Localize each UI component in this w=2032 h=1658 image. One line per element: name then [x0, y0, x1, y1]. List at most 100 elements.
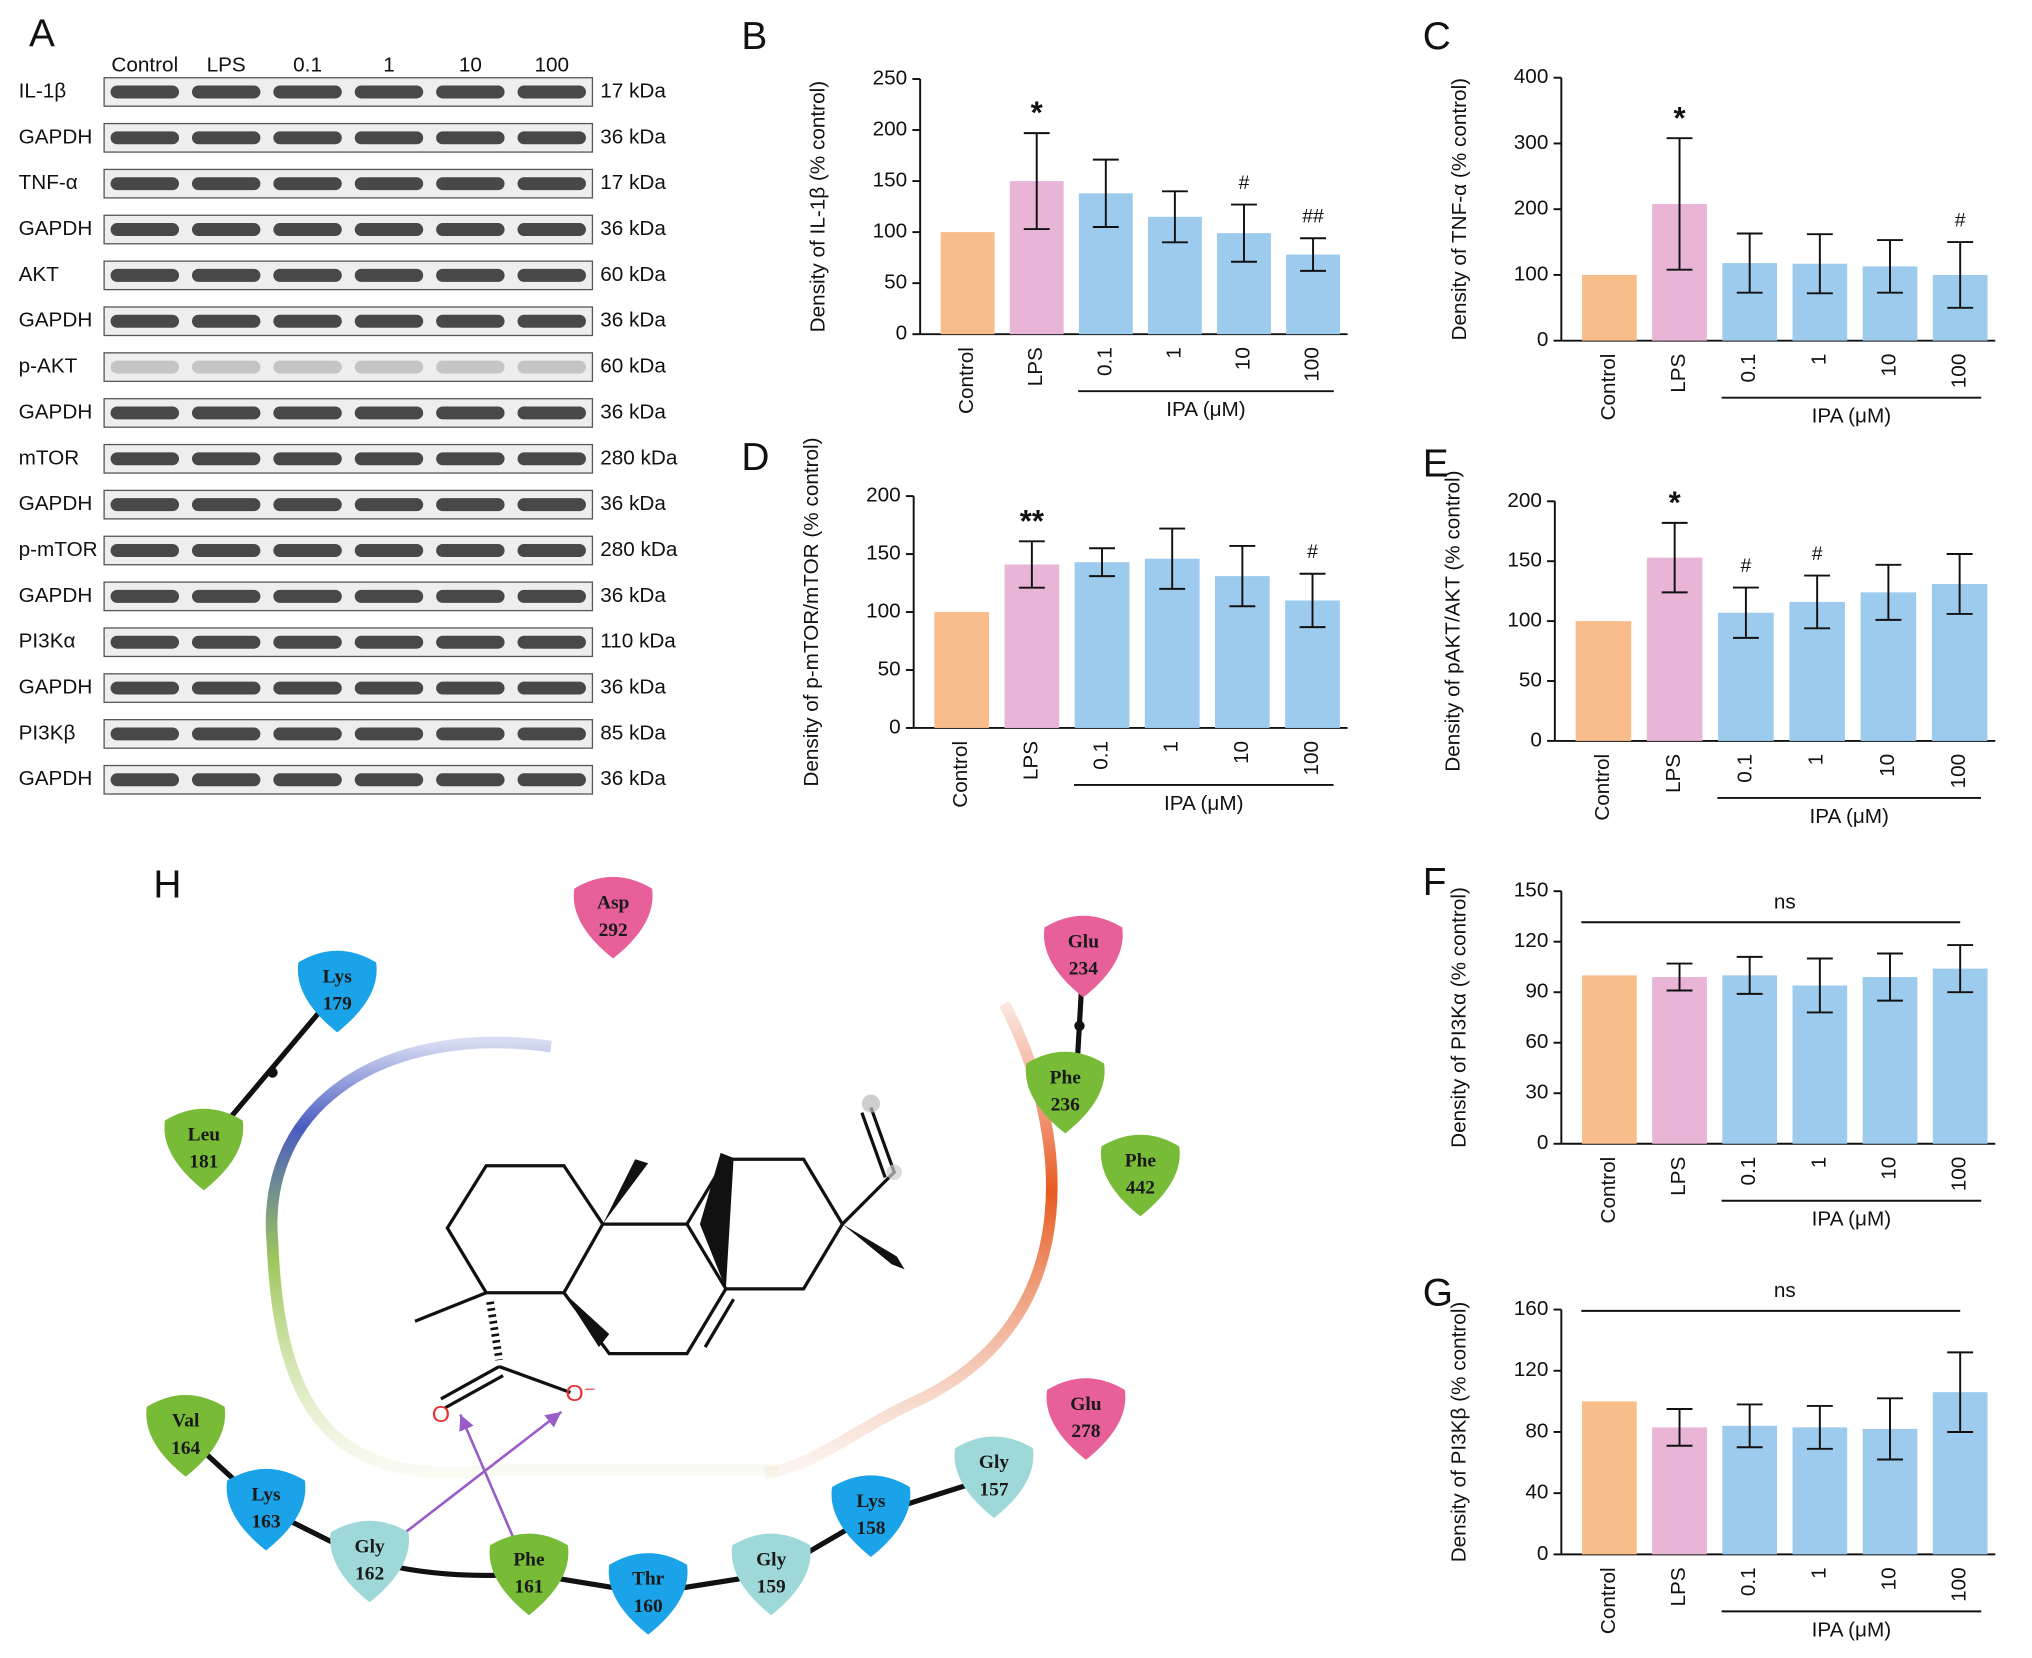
- y-axis-label: Density of p-mTOR/mTOR (% control): [800, 437, 823, 786]
- row-label: GAPDH: [19, 217, 93, 240]
- size-label: 280 kDa: [600, 446, 678, 469]
- band: [110, 589, 180, 603]
- lane-label: 100: [534, 54, 569, 77]
- significance: #: [1307, 541, 1318, 563]
- band: [354, 681, 424, 695]
- size-label: 36 kDa: [600, 584, 666, 607]
- error-bar: [1300, 237, 1327, 272]
- band: [436, 360, 505, 374]
- error-bar: [1804, 574, 1831, 630]
- x-tick-label: 10: [1231, 347, 1254, 370]
- band: [517, 635, 586, 649]
- blot-strip: [103, 306, 594, 337]
- band: [354, 589, 424, 603]
- x-tick-label: 1: [1807, 1157, 1830, 1169]
- blot-strip: [103, 673, 594, 703]
- band: [110, 452, 180, 466]
- residue-number: 164: [171, 1438, 200, 1459]
- band: [354, 727, 424, 741]
- residue-node: [1043, 915, 1123, 998]
- band: [191, 223, 261, 237]
- residue-number: 234: [1069, 959, 1098, 980]
- band: [273, 131, 342, 145]
- group-label: IPA (μM): [1164, 792, 1243, 815]
- band: [110, 223, 180, 237]
- h-bond: [459, 1413, 518, 1545]
- band: [436, 681, 505, 695]
- row-label: PI3Kα: [19, 630, 76, 653]
- band: [354, 498, 424, 512]
- x-tick-label: 0.1: [1733, 754, 1756, 783]
- x-tick-label: Control: [1597, 1567, 1620, 1634]
- size-label: 36 kDa: [600, 767, 666, 790]
- y-tick-label: 100: [1507, 609, 1542, 632]
- bar: [1581, 975, 1637, 1144]
- row-label: GAPDH: [19, 767, 93, 790]
- band: [191, 268, 261, 282]
- residue-node: [1046, 1378, 1126, 1460]
- band: [436, 773, 505, 787]
- blot-strip: [103, 535, 594, 566]
- y-tick-label: 150: [1507, 549, 1542, 572]
- band: [354, 544, 424, 557]
- joint: [1074, 1020, 1085, 1032]
- y-tick-label: 100: [873, 220, 908, 243]
- significance: *: [1031, 95, 1044, 130]
- size-label: 36 kDa: [600, 676, 666, 699]
- blot-strip: [103, 443, 594, 474]
- y-axis-label: Density of pAKT/AKT (% control): [1441, 470, 1464, 771]
- lane-label: 1: [383, 54, 395, 77]
- residue-number: 158: [856, 1518, 885, 1539]
- lane-label: 0.1: [293, 54, 322, 77]
- band: [191, 498, 261, 512]
- blot-strip: [103, 352, 594, 382]
- h-bond: [401, 1410, 563, 1536]
- atom-label: O: [432, 1401, 450, 1427]
- band: [436, 406, 505, 420]
- error-bar: [1666, 962, 1693, 992]
- band: [517, 223, 586, 237]
- x-tick-label: 1: [1805, 754, 1828, 766]
- band: [517, 131, 586, 145]
- significance: *: [1669, 485, 1682, 520]
- band: [517, 681, 586, 695]
- x-tick-label: LPS: [1667, 1567, 1690, 1606]
- significance: #: [1741, 555, 1752, 577]
- x-tick-label: Control: [1597, 354, 1620, 421]
- band: [191, 635, 261, 649]
- residue-number: 161: [514, 1577, 543, 1598]
- residue-number: 292: [599, 920, 628, 941]
- error-bar: [1947, 944, 1974, 994]
- x-tick-label: 100: [1947, 754, 1970, 789]
- x-tick-label: LPS: [1019, 741, 1042, 780]
- panel-label: C: [1423, 15, 1451, 58]
- blot-strip: [103, 581, 594, 612]
- size-label: 36 kDa: [600, 400, 666, 423]
- error-bar: [1947, 241, 1974, 309]
- residue-number: 160: [634, 1596, 663, 1617]
- y-tick-label: 0: [889, 715, 901, 738]
- blot-strip: [103, 398, 594, 428]
- group-label: IPA (μM): [1809, 805, 1888, 828]
- band: [354, 131, 424, 145]
- size-label: 36 kDa: [600, 309, 666, 332]
- residue-node: [573, 876, 653, 959]
- size-label: 280 kDa: [600, 538, 678, 561]
- band: [273, 498, 342, 512]
- band: [191, 177, 261, 191]
- band: [436, 314, 505, 328]
- residue-node: [1025, 1051, 1105, 1134]
- x-tick-label: 100: [1301, 347, 1324, 382]
- error-bar: [1736, 232, 1763, 294]
- atom-label: O⁻: [566, 1380, 596, 1406]
- band: [110, 498, 180, 512]
- x-tick-label: 100: [1300, 741, 1323, 776]
- error-bar: [1877, 1397, 1903, 1461]
- panel-label: G: [1423, 1272, 1453, 1315]
- residue-name: Phe: [1125, 1150, 1157, 1171]
- residue-name: Val: [172, 1411, 200, 1432]
- band: [110, 544, 180, 557]
- band: [517, 406, 586, 420]
- band: [273, 773, 342, 787]
- x-tick-label: 0.1: [1737, 1567, 1760, 1596]
